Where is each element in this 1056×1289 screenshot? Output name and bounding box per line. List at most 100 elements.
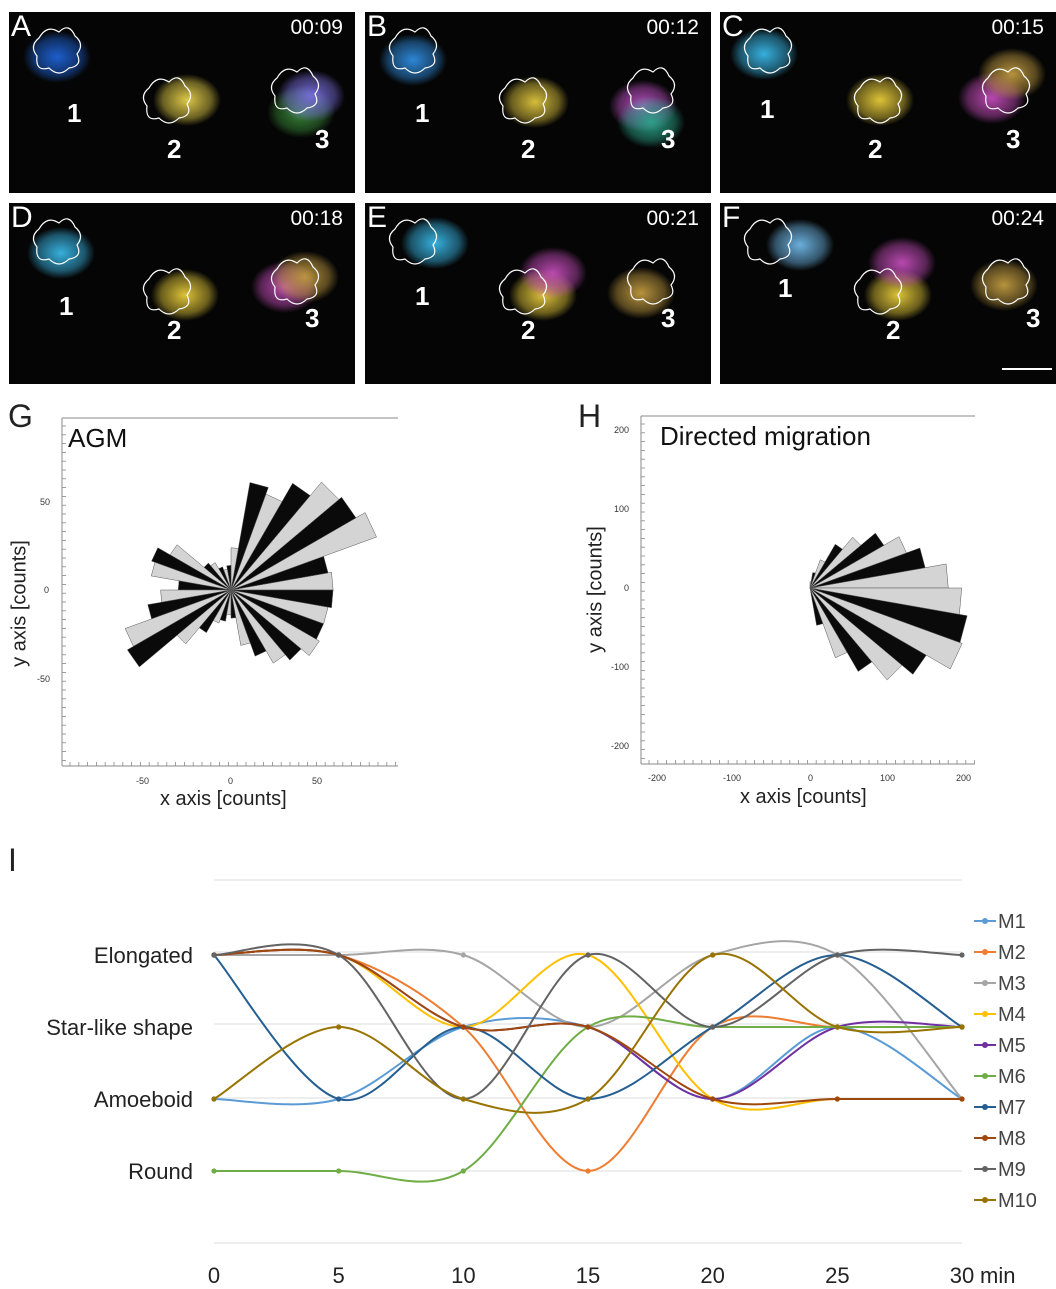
cell-number-label: 2 <box>521 134 536 164</box>
data-point <box>959 1096 965 1102</box>
data-point <box>585 1096 591 1102</box>
legend-label: M2 <box>998 942 1026 964</box>
series-line-m3 <box>214 940 963 1100</box>
rose-wedge <box>230 589 334 609</box>
cell-image <box>23 27 345 138</box>
panel-label: B <box>367 12 388 43</box>
legend-marker <box>982 1042 988 1048</box>
x-tick-g: 50 <box>312 776 323 786</box>
data-point <box>710 952 716 958</box>
data-point <box>710 1024 716 1030</box>
x-tick-label: 15 <box>576 1263 600 1288</box>
microscopy-panel-a: A 00:09 1 2 3 <box>9 12 355 193</box>
data-point <box>834 952 840 958</box>
cell-number-label: 3 <box>661 303 676 333</box>
x-tick-label: 20 <box>700 1263 724 1288</box>
data-point <box>211 1096 217 1102</box>
data-point <box>336 952 342 958</box>
microscopy-panel-f: F 00:24 1 2 3 <box>720 203 1056 384</box>
legend-marker <box>982 1073 988 1079</box>
y-tick-h: 200 <box>614 425 630 435</box>
y-tick-h: -200 <box>611 741 630 751</box>
panel-label: C <box>722 12 744 43</box>
cell-number-label: 2 <box>886 315 901 345</box>
cell-number-label: 3 <box>1026 303 1041 333</box>
rose-wedge <box>809 572 816 589</box>
data-point <box>834 1024 840 1030</box>
x-tick-g: -50 <box>136 776 150 786</box>
cell-image <box>730 27 1046 126</box>
cell-number-label: 2 <box>167 134 182 164</box>
x-tick-label: 30 <box>950 1263 974 1288</box>
data-point <box>336 1024 342 1030</box>
cell-number-label: 2 <box>521 315 536 345</box>
data-point <box>959 1024 965 1030</box>
panel-label: A <box>11 12 32 43</box>
microscopy-panel-e: E 00:21 1 2 3 <box>365 203 711 384</box>
cell-number-label: 3 <box>305 303 320 333</box>
data-point <box>834 1096 840 1102</box>
legend-marker <box>982 1135 988 1141</box>
x-axis-label-g: x axis [counts] <box>160 788 287 810</box>
legend-marker <box>982 1011 988 1017</box>
cell-number-label: 1 <box>778 273 793 303</box>
panel-timestamp: 00:12 <box>646 16 699 39</box>
y-tick-h: 100 <box>614 504 630 514</box>
x-unit-label: min <box>980 1263 1015 1288</box>
panel-label: D <box>11 203 33 234</box>
rose-wedge <box>230 482 269 591</box>
x-tick-h: 100 <box>880 773 896 783</box>
microscopy-panel-c: C 00:15 1 2 3 <box>720 12 1056 193</box>
legend-label: M7 <box>998 1097 1026 1119</box>
panel-timestamp: 00:15 <box>991 16 1044 39</box>
cell-image <box>27 218 339 321</box>
microscopy-panel-d: D 00:18 1 2 3 <box>9 203 355 384</box>
panel-timestamp: 00:18 <box>290 207 343 230</box>
series-line-m1 <box>213 1017 963 1106</box>
rose-title-agm: AGM <box>68 423 128 453</box>
figure-label-g: G <box>8 398 33 434</box>
microscopy-panel-b: B 00:12 1 2 3 <box>365 12 711 193</box>
cell-image <box>379 27 685 148</box>
data-point <box>959 952 965 958</box>
x-tick-label: 10 <box>451 1263 475 1288</box>
cell-number-label: 3 <box>1006 124 1021 154</box>
y-tick-h: 0 <box>624 583 630 593</box>
rose-plot-agm <box>61 415 975 767</box>
data-point <box>460 1096 466 1102</box>
x-tick-label: 0 <box>208 1263 220 1288</box>
cell-image <box>743 218 1052 370</box>
data-point <box>336 1168 342 1174</box>
panel-timestamp: 00:21 <box>646 207 699 230</box>
data-point <box>336 1096 342 1102</box>
figure-label-h: H <box>578 398 602 434</box>
y-tick-h: -100 <box>611 662 630 672</box>
cell-number-label: 1 <box>760 94 775 124</box>
cell-number-label: 1 <box>59 291 74 321</box>
legend-marker <box>982 1197 988 1203</box>
y-tick-g: 0 <box>44 585 50 595</box>
cell-number-label: 2 <box>167 315 182 345</box>
figure-label-i: I <box>8 842 17 878</box>
legend-marker <box>982 949 988 955</box>
data-point <box>585 952 591 958</box>
x-tick-label: 5 <box>333 1263 345 1288</box>
data-point <box>585 1024 591 1030</box>
data-point <box>460 952 466 958</box>
x-tick-h: -100 <box>723 773 742 783</box>
cell-number-label: 2 <box>868 134 883 164</box>
y-category-label: Round <box>128 1159 193 1184</box>
data-point <box>710 1096 716 1102</box>
data-point <box>460 1024 466 1030</box>
panel-timestamp: 00:24 <box>991 207 1044 230</box>
series-line-m10 <box>213 952 963 1114</box>
x-tick-h: 200 <box>956 773 972 783</box>
panel-label: E <box>367 203 388 234</box>
y-category-label: Star-like shape <box>46 1015 193 1040</box>
legend-label: M5 <box>998 1035 1026 1057</box>
legend-label: M4 <box>998 1004 1026 1026</box>
legend-marker <box>982 980 988 986</box>
panel-label: F <box>722 203 741 234</box>
x-tick-g: 0 <box>228 776 234 786</box>
